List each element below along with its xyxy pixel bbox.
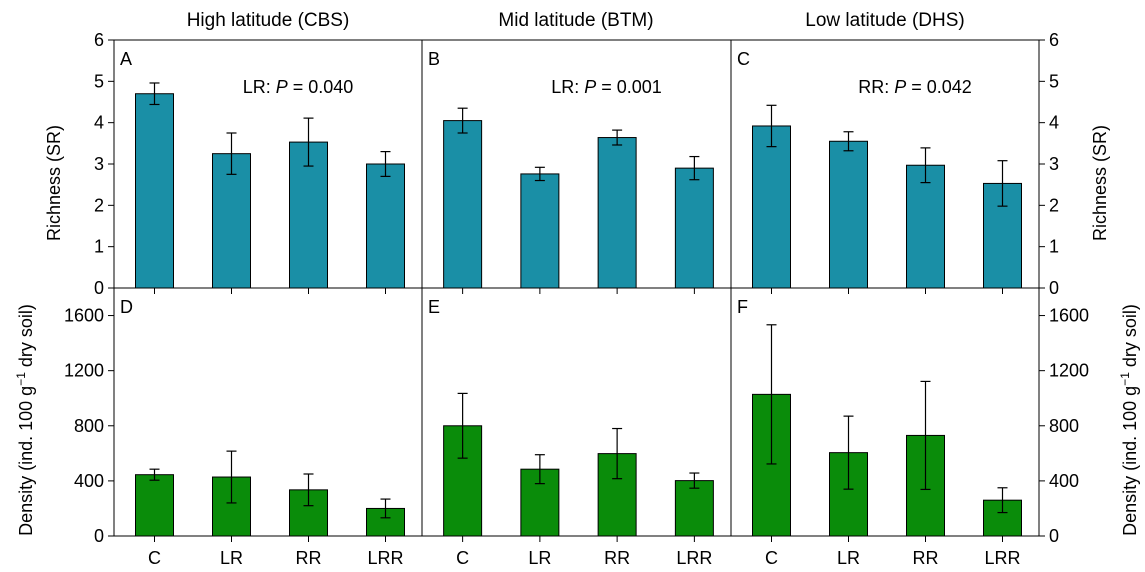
y-tick-label: 5	[1049, 71, 1059, 91]
significance-annotation: RR: P = 0.042	[858, 77, 972, 97]
panel-letter: E	[428, 297, 440, 317]
x-tick-label: LR	[837, 548, 860, 568]
panel-d: D C LR RR LRR 0 400 800 1200 1600	[64, 287, 423, 568]
bar-c	[752, 125, 791, 289]
x-tick-label: LR	[220, 548, 243, 568]
bar-lr	[212, 476, 251, 537]
y-axis-title-richness-left: Richness (SR)	[44, 125, 64, 241]
y-tick-label: 3	[1049, 154, 1059, 174]
panel-letter: F	[737, 297, 748, 317]
bar-c	[135, 93, 174, 289]
panel-c: C RR: P = 0.042 0 1 2 3 4 5 6	[730, 30, 1059, 298]
column-title-high-latitude: High latitude (CBS)	[187, 10, 350, 31]
x-tick-label: C	[148, 548, 161, 568]
y-tick-label: 5	[94, 71, 104, 91]
y-tick-label: 1200	[64, 361, 104, 381]
y-axis-title-density-left: Density (ind. 100 g−1 dry soil)	[14, 304, 36, 536]
bar-lr	[829, 140, 868, 289]
x-tick-label: LR	[528, 548, 551, 568]
bar-rr	[289, 489, 328, 537]
y-tick-label: 400	[74, 471, 104, 491]
bar-lr	[520, 173, 560, 289]
x-tick-label: LRR	[984, 548, 1020, 568]
y-tick-label: 4	[94, 113, 104, 133]
y-tick-label: 1	[94, 237, 104, 257]
bar-lr	[212, 153, 251, 289]
panel-a: A LR: P = 0.040 0 1 2 3 4 5 6	[94, 30, 423, 298]
x-tick-label: RR	[913, 548, 939, 568]
x-tick-label: C	[456, 548, 469, 568]
bar-lrr	[366, 163, 405, 289]
bar-c	[135, 474, 174, 537]
significance-annotation: LR: P = 0.040	[243, 77, 354, 97]
y-tick-label: 0	[94, 526, 104, 546]
column-title-low-latitude: Low latitude (DHS)	[805, 10, 964, 31]
y-tick-label: 0	[1049, 278, 1059, 298]
y-tick-label: 3	[94, 154, 104, 174]
y-tick-label: 6	[94, 30, 104, 50]
y-tick-label: 1600	[1049, 306, 1089, 326]
panel-letter: B	[428, 49, 440, 69]
y-tick-label: 2	[1049, 195, 1059, 215]
y-tick-label: 800	[74, 416, 104, 436]
bar-c	[443, 120, 483, 289]
y-axis-title-richness-right: Richness (SR)	[1090, 125, 1110, 241]
column-title-mid-latitude: Mid latitude (BTM)	[498, 10, 653, 31]
x-tick-label: LRR	[367, 548, 403, 568]
y-tick-label: 4	[1049, 113, 1059, 133]
significance-annotation: LR: P = 0.001	[551, 77, 662, 97]
x-tick-label: C	[765, 548, 778, 568]
panel-e: E C LR RR LRR	[421, 287, 732, 568]
y-tick-label: 6	[1049, 30, 1059, 50]
y-tick-label: 1200	[1049, 361, 1089, 381]
bar-rr	[906, 164, 945, 289]
y-tick-label: 2	[94, 195, 104, 215]
bar-lrr	[674, 167, 714, 289]
bar-rr	[597, 137, 637, 289]
panel-frame	[730, 287, 1040, 537]
y-tick-label: 0	[94, 278, 104, 298]
y-tick-label: 800	[1049, 416, 1079, 436]
x-tick-label: RR	[604, 548, 630, 568]
y-tick-label: 400	[1049, 471, 1079, 491]
panel-letter: D	[120, 297, 133, 317]
y-axis-title-density-right: Density (ind. 100 g−1 dry soil)	[1118, 304, 1140, 536]
y-tick-label: 1	[1049, 237, 1059, 257]
y-tick-label: 0	[1049, 526, 1059, 546]
bar-lrr	[674, 480, 714, 537]
x-tick-label: RR	[296, 548, 322, 568]
y-tick-label: 1600	[64, 306, 104, 326]
x-tick-label: LRR	[676, 548, 712, 568]
panel-letter: C	[737, 49, 750, 69]
panel-letter: A	[120, 49, 132, 69]
panel-f: F C LR RR LRR 0 400 800 1200 1600	[730, 287, 1089, 568]
panel-b: B LR: P = 0.001	[421, 39, 732, 294]
